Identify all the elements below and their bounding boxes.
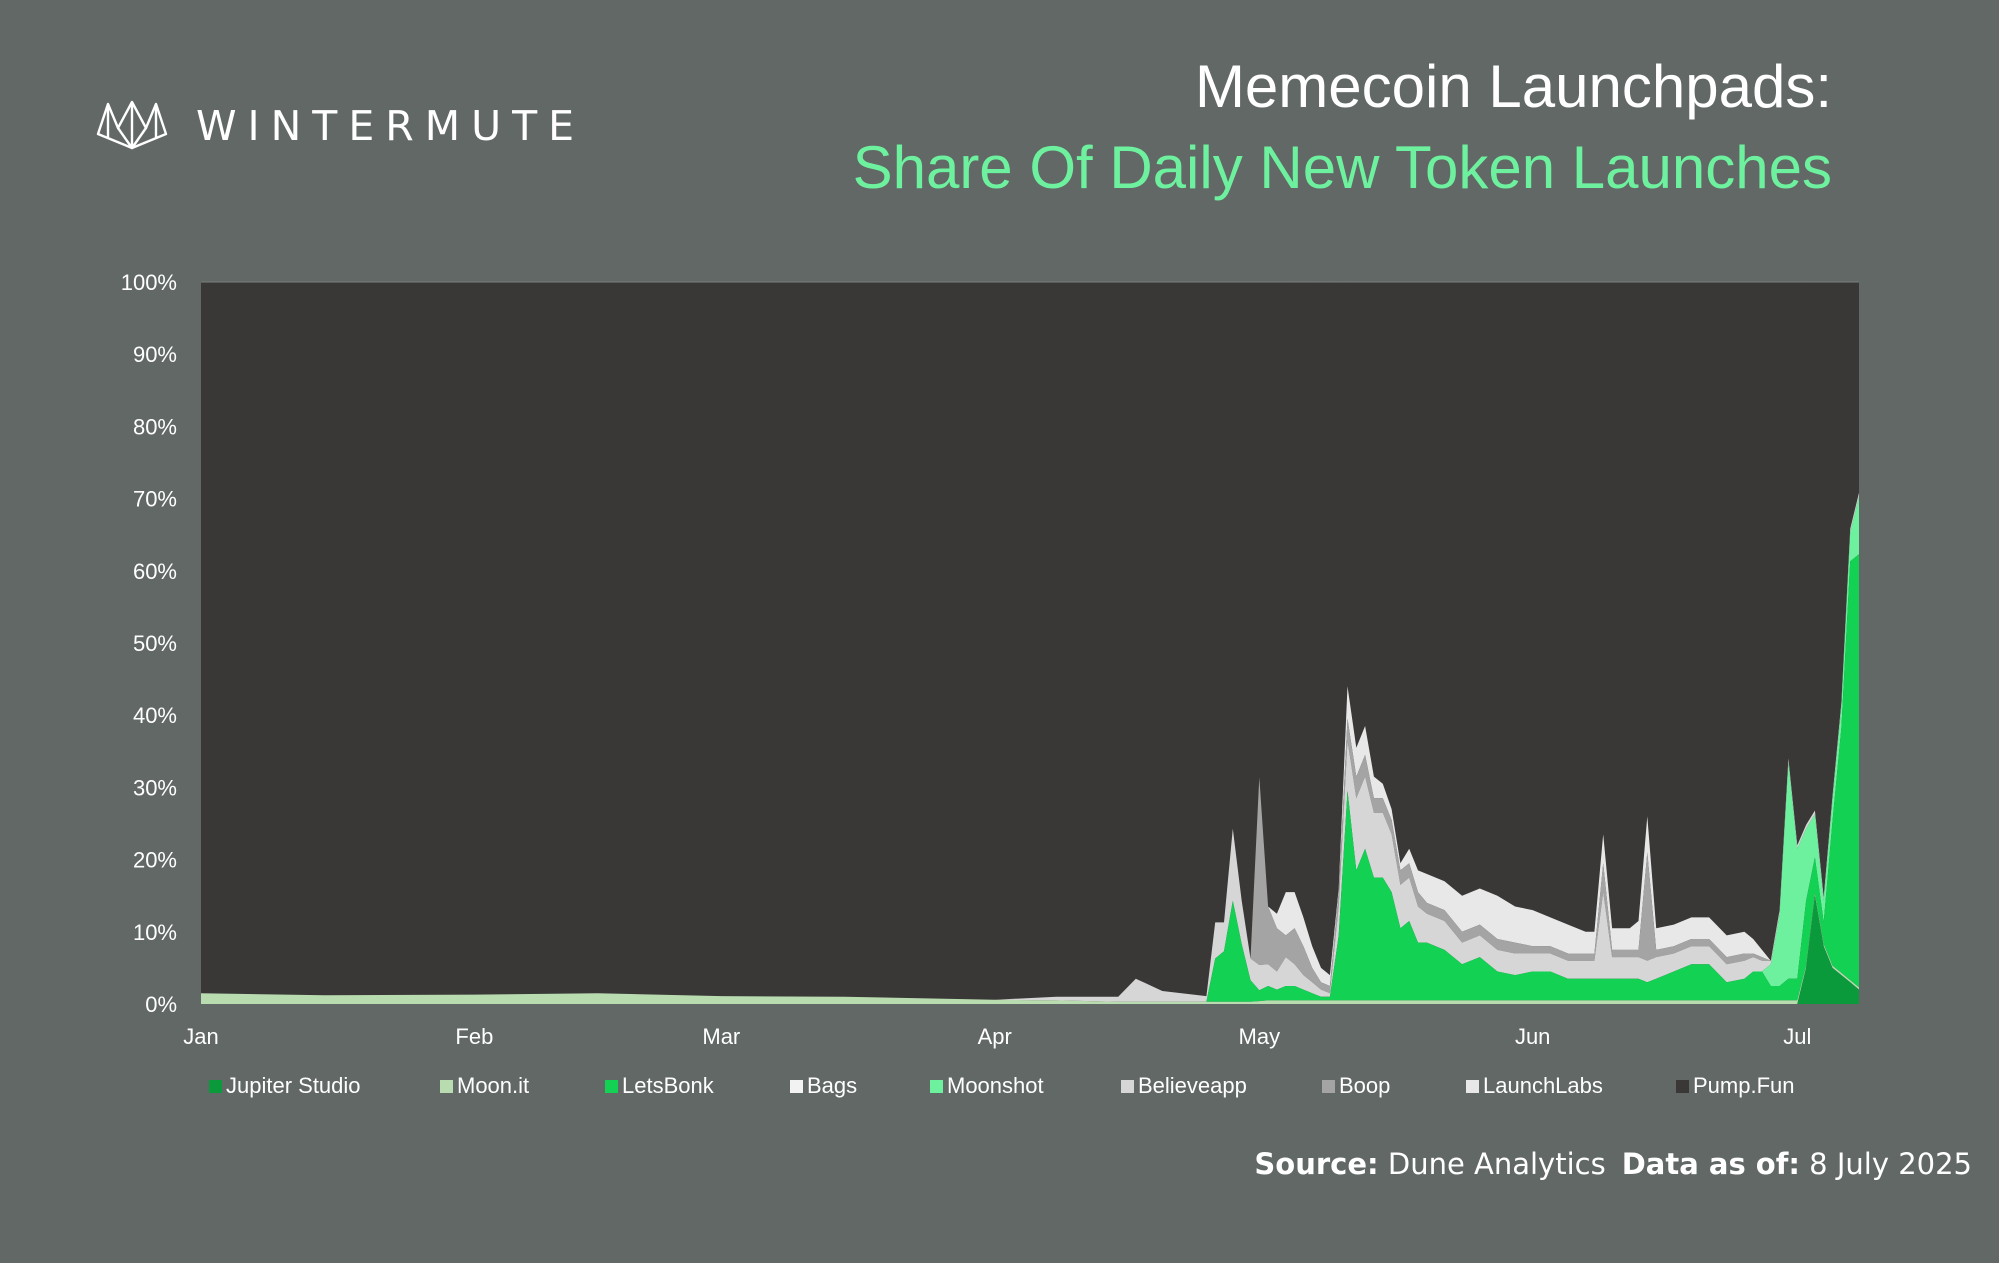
y-tick-label: 70%	[133, 487, 177, 512]
y-tick-label: 10%	[133, 920, 177, 945]
y-tick-label: 60%	[133, 559, 177, 584]
legend-label: Moonshot	[947, 1073, 1044, 1098]
brand-name: WINTERMUTE	[196, 102, 586, 150]
x-tick-label: Jan	[183, 1024, 218, 1049]
legend-item: Believeapp	[1121, 1073, 1247, 1099]
legend-label: Pump.Fun	[1693, 1073, 1795, 1098]
legend-item: Boop	[1322, 1073, 1390, 1099]
legend-item: LetsBonk	[605, 1073, 714, 1099]
legend-label: Moon.it	[457, 1073, 530, 1098]
legend-item: Pump.Fun	[1676, 1073, 1795, 1099]
asof-label: Data as of:	[1621, 1147, 1800, 1181]
x-tick-label: Feb	[455, 1024, 493, 1049]
y-axis: 0% 10% 20% 30% 40% 50% 60% 70% 80% 90% 100%	[121, 270, 177, 1017]
y-tick-label: 40%	[133, 703, 177, 728]
y-tick-label: 80%	[133, 414, 177, 439]
legend-swatch	[1322, 1079, 1335, 1093]
legend-label: LaunchLabs	[1483, 1073, 1603, 1098]
legend-label: Bags	[807, 1073, 858, 1098]
legend-swatch	[440, 1079, 453, 1093]
source-label: Source:	[1254, 1147, 1379, 1181]
y-tick-label: 20%	[133, 848, 177, 873]
wintermute-logo-icon	[96, 100, 168, 150]
legend-item: Moonshot	[930, 1073, 1044, 1099]
legend-label: LetsBonk	[622, 1073, 714, 1098]
y-tick-label: 100%	[121, 270, 177, 295]
x-tick-label: Mar	[702, 1024, 740, 1049]
x-tick-label: May	[1239, 1024, 1281, 1049]
brand-logo: WINTERMUTE	[96, 96, 574, 160]
y-tick-label: 50%	[133, 631, 177, 656]
y-tick-label: 90%	[133, 342, 177, 367]
legend-swatch	[1121, 1079, 1134, 1093]
asof-value: 8 July 2025	[1809, 1147, 1972, 1181]
y-tick-label: 0%	[145, 992, 177, 1017]
series-area-believeapp	[201, 492, 1859, 1002]
legend-swatch	[1466, 1079, 1479, 1093]
legend-item: Bags	[790, 1073, 857, 1099]
legend-label: Boop	[1339, 1073, 1391, 1098]
x-tick-label: Jul	[1783, 1024, 1811, 1049]
x-tick-label: Jun	[1515, 1024, 1550, 1049]
legend-label: Believeapp	[1138, 1073, 1247, 1098]
legend-item: LaunchLabs	[1466, 1073, 1603, 1099]
chart-subtitle: Share Of Daily New Token Launches	[852, 134, 1832, 201]
legend-item: Moon.it	[440, 1073, 529, 1099]
x-axis: Jan Feb Mar Apr May Jun Jul	[183, 1024, 1811, 1049]
legend-swatch	[209, 1079, 222, 1093]
chart-title: Memecoin Launchpads:	[1194, 53, 1832, 120]
plot-area	[201, 281, 1859, 1004]
legend-swatch	[930, 1079, 943, 1093]
legend-swatch	[790, 1079, 803, 1093]
source-value: Dune Analytics	[1387, 1147, 1606, 1181]
series-area-pump-fun	[201, 282, 1859, 1000]
source-footer: Source: Dune Analytics Data as of: 8 July…	[1254, 1147, 1972, 1181]
legend: Jupiter Studio Moon.it LetsBonk Bags Moonsho…	[0, 1073, 1999, 1105]
legend-label: Jupiter Studio	[226, 1073, 361, 1098]
y-tick-label: 30%	[133, 775, 177, 800]
legend-swatch	[605, 1079, 618, 1093]
legend-item: Jupiter Studio	[209, 1073, 361, 1099]
x-tick-label: Apr	[978, 1024, 1012, 1049]
legend-swatch	[1676, 1079, 1689, 1093]
